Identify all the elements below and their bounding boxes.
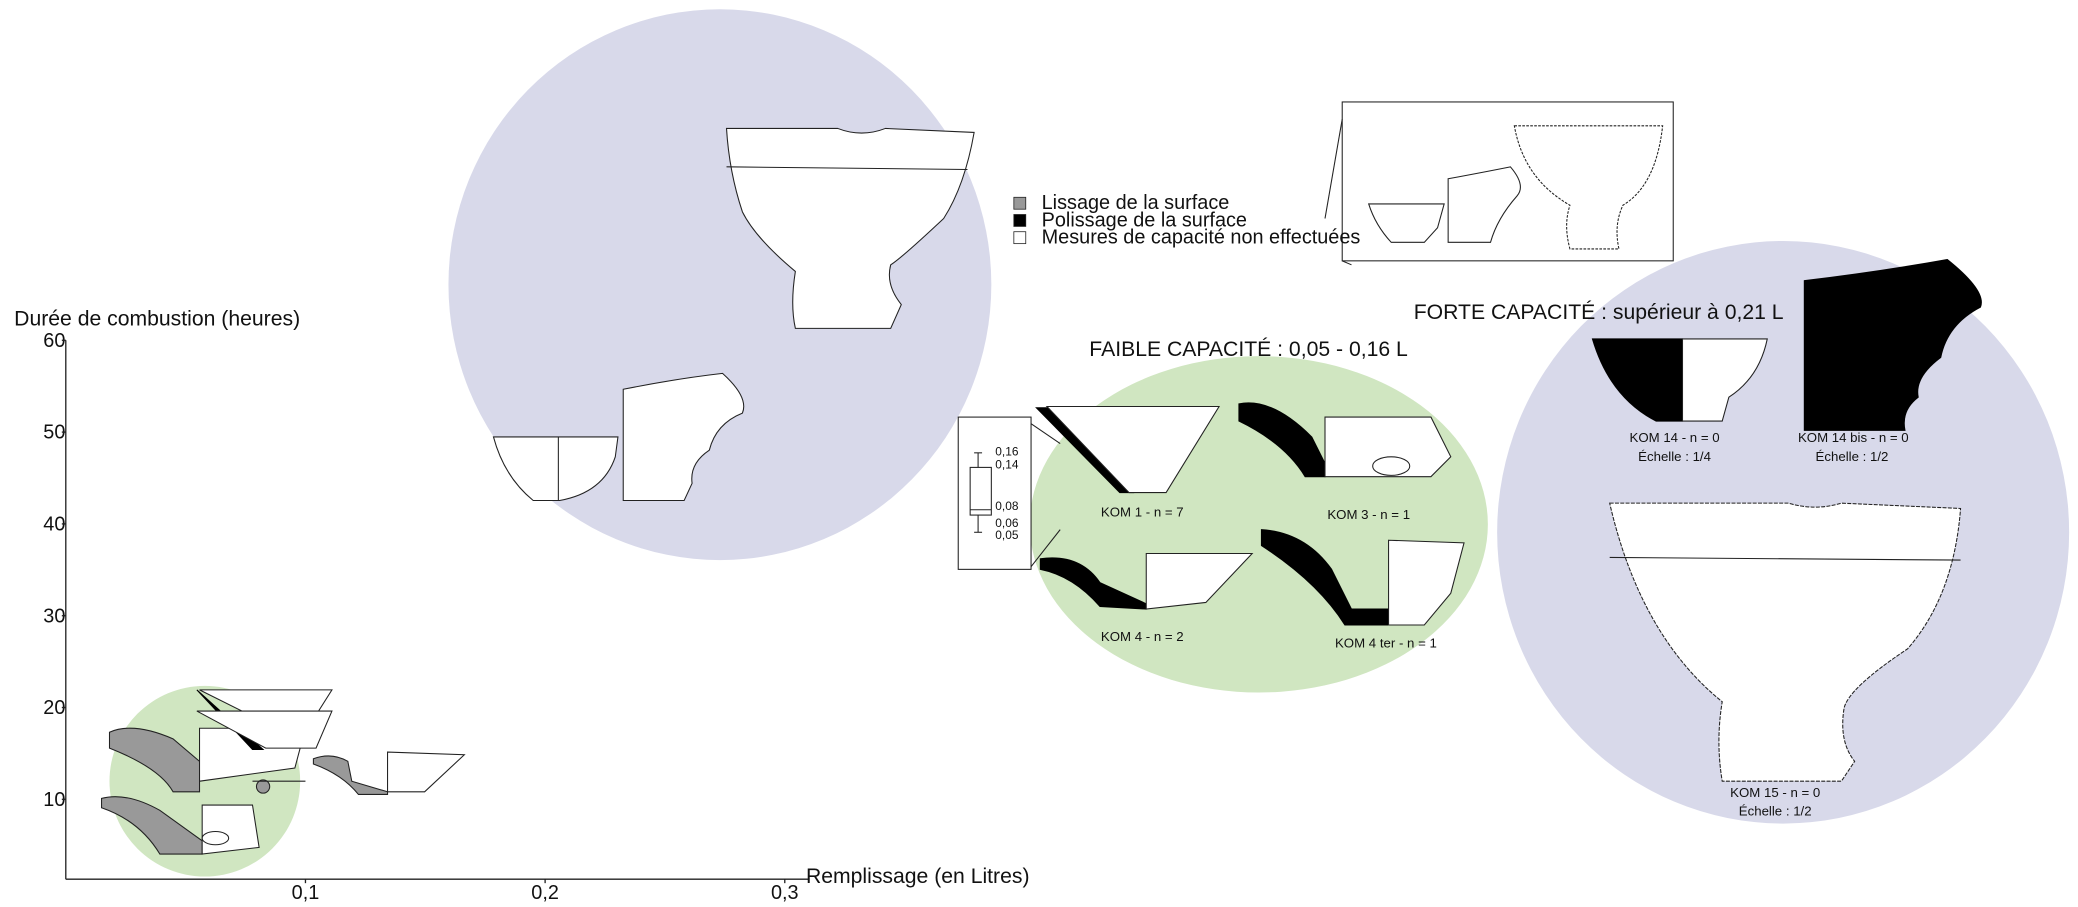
group-label: FORTE CAPACITÉ : supérieur à 0,21 L — [1414, 299, 1784, 324]
group-label: FAIBLE CAPACITÉ : 0,05 - 0,16 L — [1089, 336, 1408, 361]
vessel-label: KOM 1 - n = 7 — [1101, 504, 1184, 519]
vessel-label: KOM 14 - n = 0 — [1630, 430, 1720, 445]
vessel-drawing — [1035, 402, 1465, 626]
boxplot-label: 0,16 — [995, 444, 1019, 458]
vessel-label: KOM 4 - n = 2 — [1101, 629, 1184, 644]
vessel-drawing — [492, 127, 975, 502]
vessel-drawing — [1591, 258, 1982, 782]
legend-label: Mesures de capacité non effectuées — [1042, 227, 1361, 249]
vessel-label: KOM 4 ter - n = 1 — [1335, 635, 1437, 650]
y-tick-label: 10 — [43, 789, 65, 811]
x-tick-label: 0,3 — [771, 882, 799, 904]
y-tick-label: 30 — [43, 605, 65, 627]
vessel-label: KOM 3 - n = 1 — [1327, 507, 1410, 522]
x-axis-label: Remplissage (en Litres) — [806, 865, 1030, 888]
boxplot-label: 0,05 — [995, 528, 1019, 542]
legend-label: Lissage de la surface — [1042, 192, 1230, 214]
y-tick-label: 60 — [43, 330, 65, 352]
x-tick-label: 0,2 — [531, 882, 559, 904]
vessel-inset — [1324, 101, 1674, 266]
boxplot-label: 0,08 — [995, 499, 1019, 513]
boxplot-label: 0,14 — [995, 458, 1019, 472]
legend-swatch — [1013, 214, 1027, 227]
boxplot-label: 0,06 — [995, 516, 1019, 530]
y-tick-label: 50 — [43, 422, 65, 444]
y-tick-label: 40 — [43, 514, 65, 536]
legend-swatch — [1013, 196, 1027, 210]
vessel-label: Échelle : 1/2 — [1816, 449, 1889, 464]
legend-swatch — [1013, 231, 1027, 245]
y-tick-label: 20 — [43, 697, 65, 719]
y-axis-label: Durée de combustion (heures) — [14, 308, 300, 331]
legend-label: Polissage de la surface — [1042, 209, 1247, 231]
vessel-label: KOM 14 bis - n = 0 — [1798, 430, 1909, 445]
x-tick-label: 0,1 — [292, 882, 320, 904]
vessel-label: KOM 15 - n = 0 — [1730, 785, 1820, 800]
boxplot-inset — [957, 416, 1061, 570]
vessel-drawing — [101, 689, 466, 855]
vessel-label: Échelle : 1/4 — [1638, 449, 1711, 464]
vessel-label: Échelle : 1/2 — [1739, 804, 1812, 819]
